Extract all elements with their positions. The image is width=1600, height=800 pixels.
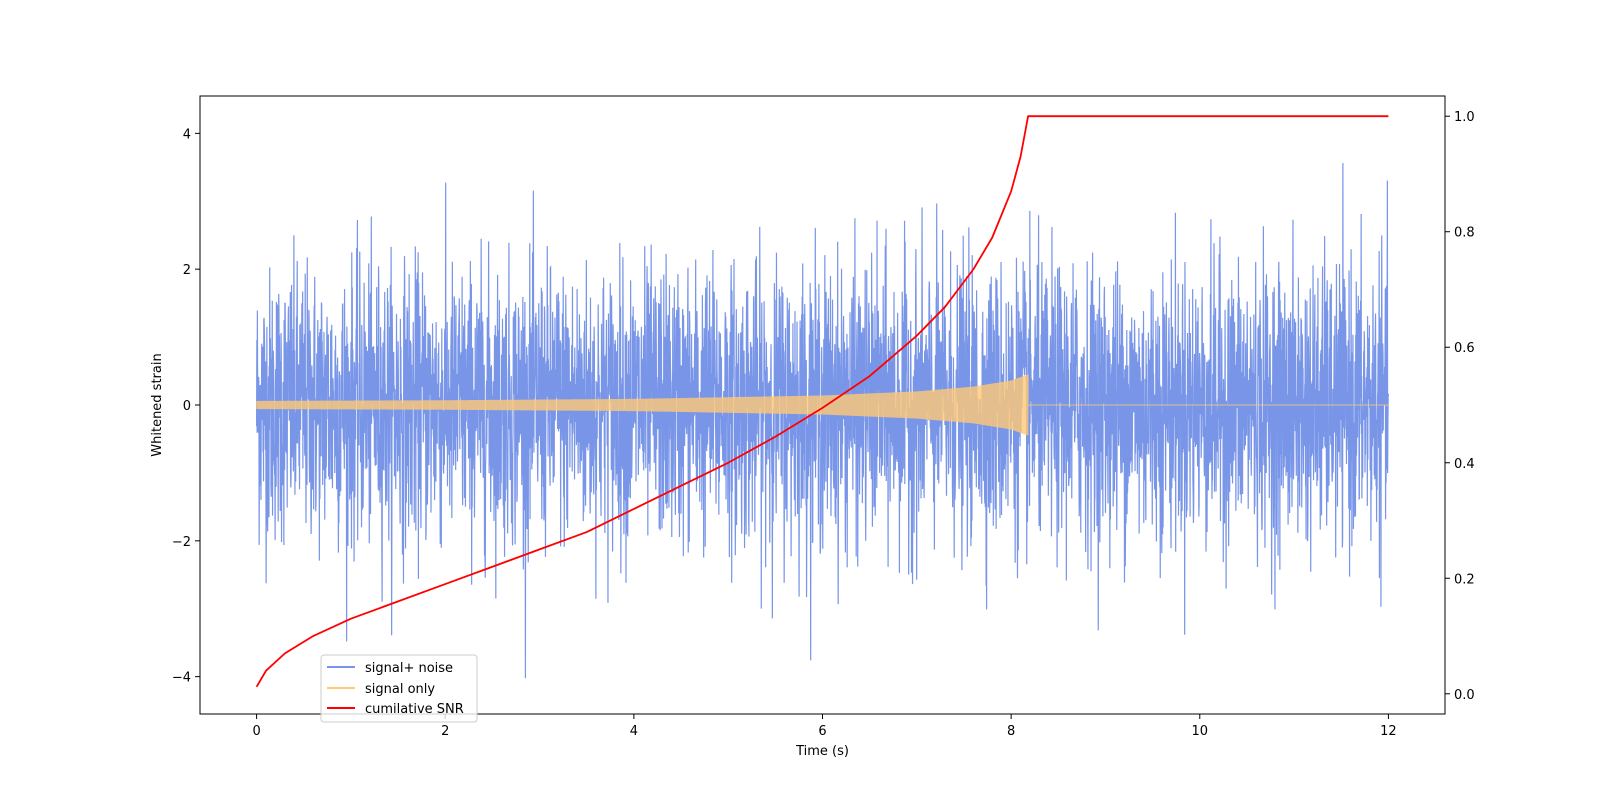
y-tick-label: 0 bbox=[183, 399, 191, 414]
legend-box bbox=[320, 654, 478, 723]
y2-tick-label: 0.4 bbox=[1454, 457, 1475, 472]
series-cumilative-snr bbox=[255, 115, 1389, 688]
y-tick-label: −2 bbox=[172, 535, 191, 550]
cumilative-snr-line bbox=[255, 115, 1389, 688]
y-axis-label: Whitened strain bbox=[150, 353, 165, 456]
legend-label-cumilative-snr: cumilative SNR bbox=[365, 702, 464, 717]
y-axis-right: 0.0 0.2 0.4 0.6 0.8 1.0 bbox=[1445, 110, 1475, 703]
x-axis: 0 2 4 6 8 10 12 bbox=[252, 714, 1397, 739]
signal-only-line bbox=[256, 374, 1389, 436]
x-tick-label: 4 bbox=[630, 724, 638, 739]
y-tick-label: −4 bbox=[172, 671, 191, 686]
x-tick-label: 12 bbox=[1380, 724, 1397, 739]
x-tick-label: 8 bbox=[1007, 724, 1015, 739]
legend-label-signal-only: signal only bbox=[365, 682, 435, 697]
y2-tick-label: 0.2 bbox=[1454, 572, 1475, 587]
series-signal-only bbox=[256, 374, 1389, 436]
x-tick-label: 10 bbox=[1191, 724, 1208, 739]
x-tick-label: 2 bbox=[441, 724, 449, 739]
x-tick-label: 6 bbox=[818, 724, 826, 739]
legend-label-signal-noise: signal+ noise bbox=[365, 661, 453, 676]
y2-tick-label: 0.0 bbox=[1454, 688, 1475, 703]
y-axis-left: −4 −2 0 2 4 bbox=[172, 127, 200, 686]
legend: signal+ noise signal only cumilative SNR bbox=[320, 654, 478, 723]
x-axis-label: Time (s) bbox=[795, 744, 849, 759]
y2-tick-label: 1.0 bbox=[1454, 110, 1475, 125]
y-tick-label: 4 bbox=[183, 127, 191, 142]
y2-tick-label: 0.8 bbox=[1454, 226, 1475, 241]
y-tick-label: 2 bbox=[183, 263, 191, 278]
plot-area bbox=[255, 115, 1390, 688]
x-tick-label: 0 bbox=[252, 724, 260, 739]
y2-tick-label: 0.6 bbox=[1454, 341, 1475, 356]
